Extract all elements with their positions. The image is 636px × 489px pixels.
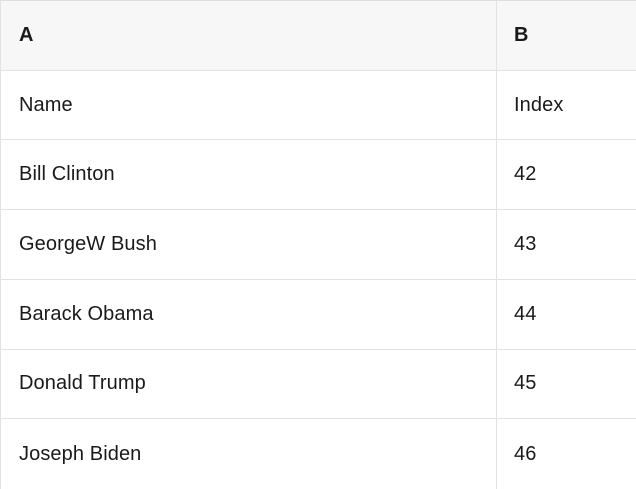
column-header-b[interactable]: B [514, 23, 529, 46]
table-row: GeorgeW Bush 43 [1, 210, 636, 280]
cell-name-donald-trump[interactable]: Donald Trump [1, 349, 497, 419]
table-header-row: A B [1, 1, 636, 71]
cell-name-bill-clinton[interactable]: Bill Clinton [1, 140, 497, 210]
cell-index-43[interactable]: 43 [514, 232, 537, 255]
cell-name-header[interactable]: Name [1, 70, 497, 140]
cell-index-42[interactable]: 42 [514, 163, 537, 186]
cell-name-georgew-bush[interactable]: GeorgeW Bush [1, 210, 497, 279]
table-row: Joseph Biden 46 [1, 419, 636, 489]
table-row: Donald Trump 45 [1, 349, 636, 420]
column-header-a[interactable]: A [1, 1, 497, 70]
cell-name-barack-obama[interactable]: Barack Obama [1, 279, 497, 349]
cell-index-45[interactable]: 45 [514, 372, 537, 395]
table-row: Bill Clinton 42 [1, 140, 636, 211]
cell-name-joseph-biden[interactable]: Joseph Biden [1, 419, 497, 489]
table-row: Name Index [1, 70, 636, 141]
cell-index-header[interactable]: Index [514, 93, 564, 116]
cell-index-46[interactable]: 46 [514, 442, 537, 465]
cell-index-44[interactable]: 44 [514, 302, 537, 325]
table-row: Barack Obama 44 [1, 279, 636, 350]
